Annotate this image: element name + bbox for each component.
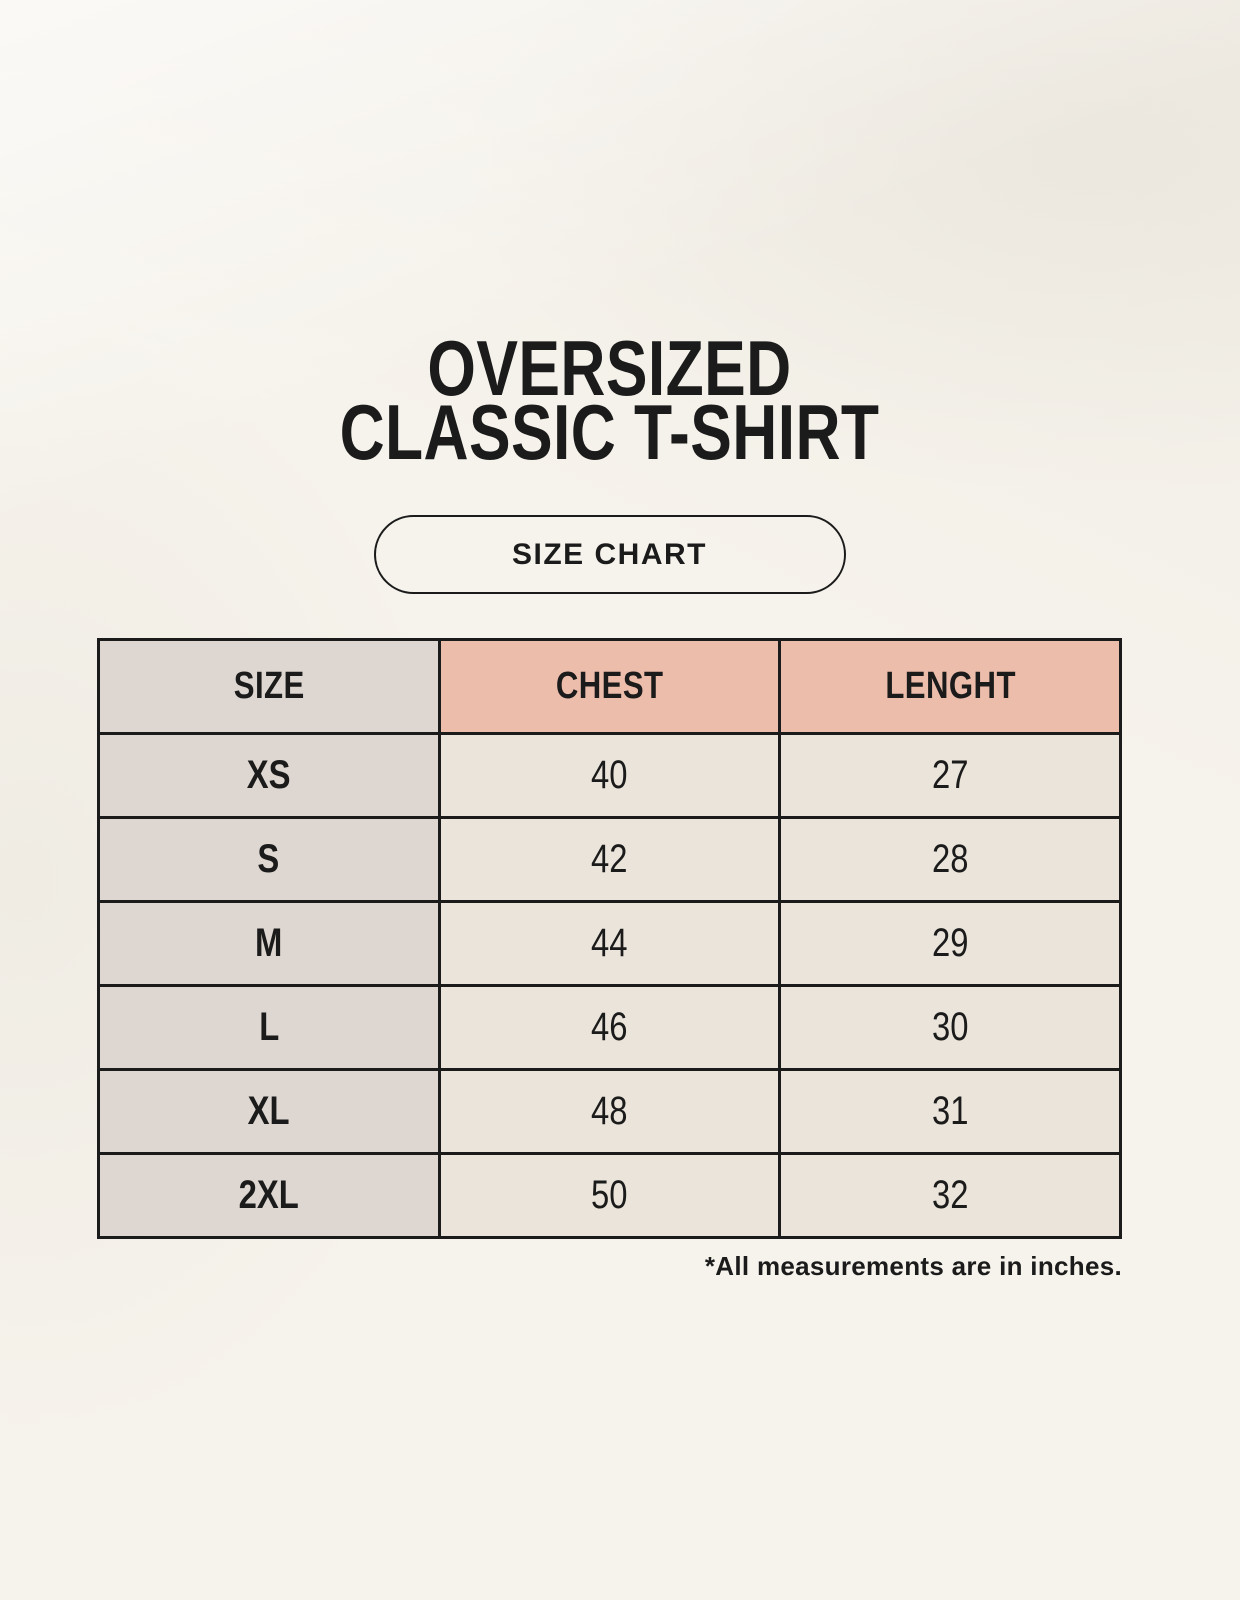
length-cell: 32: [778, 1152, 1122, 1239]
size-table: SIZE CHEST LENGHT XS 40 27 S 42 28 M 44 29 L 46 30 X…: [97, 638, 1122, 1239]
column-header-chest: CHEST: [437, 638, 782, 735]
chest-cell-text: 42: [591, 837, 628, 881]
chest-cell-text: 48: [591, 1089, 628, 1133]
table-header-row: SIZE CHEST LENGHT: [97, 638, 1122, 735]
length-cell-text: 31: [931, 1089, 969, 1133]
size-chart-button[interactable]: SIZE CHART: [373, 515, 846, 594]
table-row: 2XL 50 32: [97, 1152, 1122, 1239]
column-header-chest-label: CHEST: [555, 665, 664, 707]
table-row: M 44 29: [97, 900, 1122, 987]
column-header-size: SIZE: [97, 638, 441, 735]
size-cell-text: M: [255, 921, 283, 965]
table-row: L 46 30: [97, 984, 1122, 1071]
product-title-line1: OVERSIZED: [427, 324, 792, 412]
size-chart-graphic: OVERSIZED CLASSIC T-SHIRT SIZE CHART SIZ…: [97, 0, 1122, 1282]
column-header-size-label: SIZE: [233, 665, 305, 707]
size-cell: 2XL: [97, 1152, 441, 1239]
length-cell: 29: [778, 900, 1122, 987]
length-cell-text: 27: [931, 753, 969, 797]
size-cell-text: L: [258, 1005, 279, 1049]
chest-cell-text: 40: [591, 753, 628, 797]
size-cell-text: 2XL: [238, 1173, 299, 1217]
chest-cell-text: 46: [591, 1005, 628, 1049]
table-row: XS 40 27: [97, 732, 1122, 819]
size-cell-text: XS: [246, 753, 291, 797]
product-title-line2: CLASSIC T-SHIRT: [339, 388, 880, 476]
length-cell: 28: [778, 816, 1122, 903]
length-cell-text: 28: [931, 837, 969, 881]
length-cell-text: 32: [931, 1173, 969, 1217]
chest-cell-text: 44: [591, 921, 628, 965]
measurements-footnote: *All measurements are in inches.: [704, 1251, 1122, 1281]
chest-cell: 50: [437, 1152, 782, 1239]
chest-cell: 48: [437, 1068, 782, 1155]
chest-cell: 46: [437, 984, 782, 1071]
column-header-length: LENGHT: [778, 638, 1122, 735]
chest-cell: 42: [437, 816, 782, 903]
length-cell-text: 29: [931, 921, 969, 965]
length-cell: 30: [778, 984, 1122, 1071]
product-title: OVERSIZED CLASSIC T-SHIRT: [200, 324, 1020, 476]
length-cell: 31: [778, 1068, 1122, 1155]
column-header-length-label: LENGHT: [884, 665, 1016, 707]
size-cell: L: [97, 984, 441, 1071]
length-cell: 27: [778, 732, 1122, 819]
chest-cell: 40: [437, 732, 782, 819]
size-cell: S: [97, 816, 441, 903]
length-cell-text: 30: [931, 1005, 969, 1049]
chest-cell: 44: [437, 900, 782, 987]
size-cell: M: [97, 900, 441, 987]
size-cell-text: XL: [247, 1089, 290, 1133]
table-row: S 42 28: [97, 816, 1122, 903]
size-cell-text: S: [257, 837, 280, 881]
table-row: XL 48 31: [97, 1068, 1122, 1155]
size-cell: XL: [97, 1068, 441, 1155]
size-cell: XS: [97, 732, 441, 819]
size-chart-button-label: SIZE CHART: [512, 537, 707, 571]
chest-cell-text: 50: [591, 1173, 628, 1217]
